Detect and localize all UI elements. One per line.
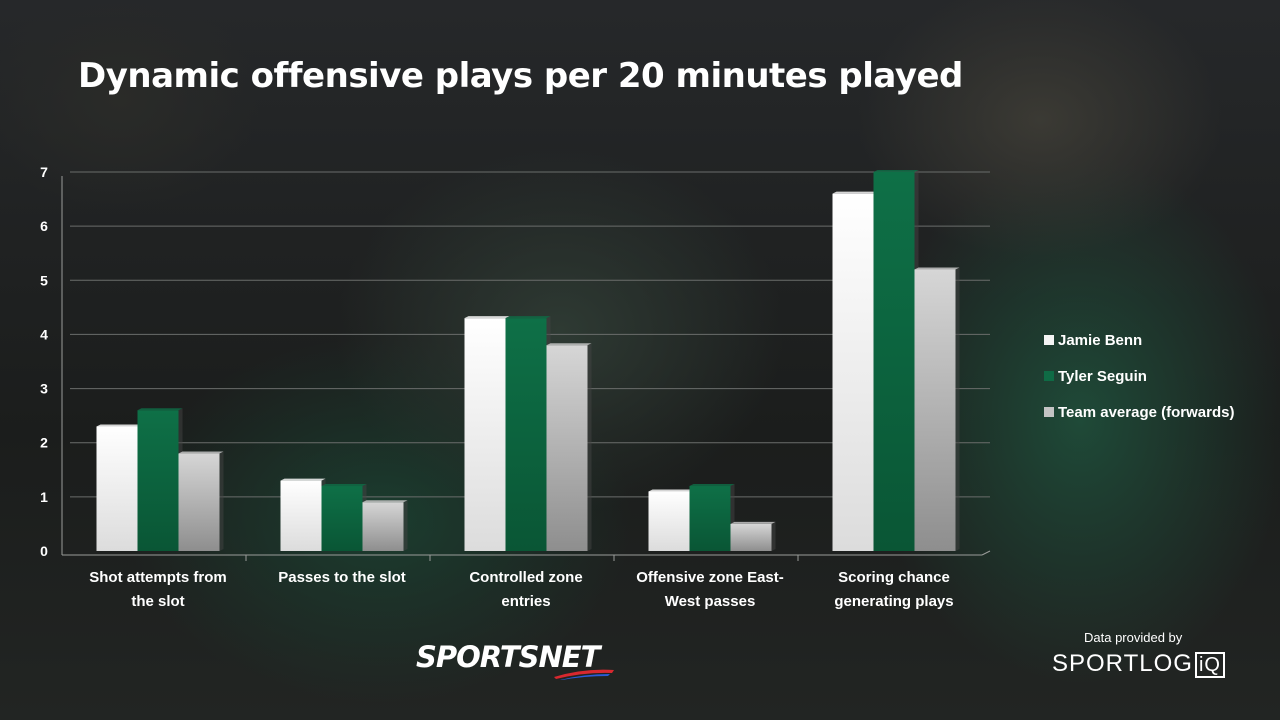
bar-top xyxy=(914,267,960,270)
bar-side xyxy=(403,500,408,551)
y-tick-label: 0 xyxy=(40,543,48,559)
bar-top xyxy=(832,191,878,194)
bar-top xyxy=(546,343,592,346)
bar-top xyxy=(362,500,408,503)
bar-top xyxy=(730,521,776,524)
x-tick-label: Controlled zone xyxy=(469,569,582,586)
bar xyxy=(96,426,138,551)
bar xyxy=(321,486,363,551)
x-axis-depth xyxy=(981,550,991,556)
legend-swatch xyxy=(1044,371,1054,381)
logo-swoosh-icon xyxy=(554,669,614,680)
bar-top xyxy=(137,408,183,411)
bars xyxy=(96,170,960,551)
bar xyxy=(464,318,506,551)
x-tick-label: West passes xyxy=(665,593,756,610)
bar-top xyxy=(96,424,142,427)
sportsnet-logo: SPORTSNET xyxy=(416,640,600,674)
bar-top xyxy=(689,484,735,487)
x-tick-label: the slot xyxy=(131,593,184,610)
partner-name: SPORTLOG xyxy=(1052,650,1193,677)
legend-swatch xyxy=(1044,335,1054,345)
bar xyxy=(505,318,547,551)
y-tick-label: 5 xyxy=(40,272,48,288)
bar-top xyxy=(178,451,224,454)
y-tick-label: 2 xyxy=(40,435,48,451)
labels: 0 1 2 3 4 5 6 7 Shot attempts from the slot Passes… xyxy=(40,164,954,610)
y-tick-label: 7 xyxy=(40,164,48,180)
bar-top xyxy=(321,484,367,487)
x-tick-label: Passes to the slot xyxy=(278,569,406,586)
bar-top xyxy=(464,316,510,319)
legend-item: Jamie Benn xyxy=(1044,322,1234,358)
bar xyxy=(362,502,404,551)
bar xyxy=(689,486,731,551)
y-tick-label: 3 xyxy=(40,381,48,397)
x-tick-label: entries xyxy=(501,593,550,610)
bar xyxy=(178,453,220,551)
bar xyxy=(730,523,772,551)
legend: Jamie Benn Tyler Seguin Team average (forw… xyxy=(1044,322,1234,430)
bar xyxy=(137,410,179,551)
data-credit: Data provided by xyxy=(1084,630,1183,645)
legend-label: Team average (forwards) xyxy=(1058,403,1235,421)
legend-item: Team average (forwards) xyxy=(1044,394,1234,430)
sportlogiq-logo: SPORTLOG iQ xyxy=(1052,650,1225,678)
x-tick-label: Scoring chance xyxy=(838,569,950,586)
bar-top xyxy=(280,478,326,481)
partner-suffix: iQ xyxy=(1194,652,1225,678)
bar-side xyxy=(955,267,960,551)
bar-side xyxy=(219,451,224,551)
bar xyxy=(280,480,322,551)
x-tick-label: Shot attempts from xyxy=(89,569,227,586)
bar-top xyxy=(505,316,551,319)
bar-side xyxy=(587,343,592,551)
bar-top xyxy=(648,489,694,492)
bar xyxy=(546,345,588,551)
axes xyxy=(61,176,991,561)
x-tick-label: generating plays xyxy=(834,593,953,610)
legend-swatch xyxy=(1044,407,1054,417)
legend-label: Tyler Seguin xyxy=(1058,367,1147,385)
legend-label: Jamie Benn xyxy=(1058,331,1143,349)
y-tick-label: 6 xyxy=(40,218,48,234)
bar xyxy=(873,172,915,551)
x-tick-label: Offensive zone East- xyxy=(636,569,784,586)
bar xyxy=(648,491,690,551)
bar-side xyxy=(771,521,776,551)
y-tick-label: 4 xyxy=(40,326,48,342)
y-tick-label: 1 xyxy=(40,489,48,505)
bar-top xyxy=(873,170,919,172)
bar xyxy=(832,193,874,551)
chart-title: Dynamic offensive plays per 20 minutes p… xyxy=(78,56,963,96)
legend-item: Tyler Seguin xyxy=(1044,358,1234,394)
bar xyxy=(914,269,956,551)
